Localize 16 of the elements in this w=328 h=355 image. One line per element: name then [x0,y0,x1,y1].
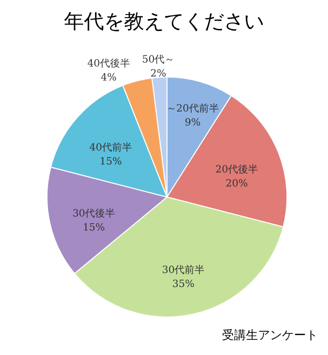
data-label: 15% [82,222,105,234]
slice-label: 30代後半 [72,207,116,220]
data-label: 15% [100,156,122,168]
data-label: 2% [150,68,166,80]
data-label: 20% [226,178,248,190]
data-label: 4% [100,72,117,84]
data-label: 35% [172,279,194,290]
chart-title: 年代を教えてください [64,9,264,33]
slice-label: 40代前半 [89,141,132,154]
text: 受講生アンケート [222,328,318,342]
slice-label: 30代前半 [162,264,205,276]
slice-label: ～20代前半 [166,102,220,115]
data-label: 9% [184,118,201,129]
slice-label: 40代後半 [87,57,130,70]
slice-label: 20代後半 [215,163,258,176]
slice-label: 50代～ [142,54,175,66]
